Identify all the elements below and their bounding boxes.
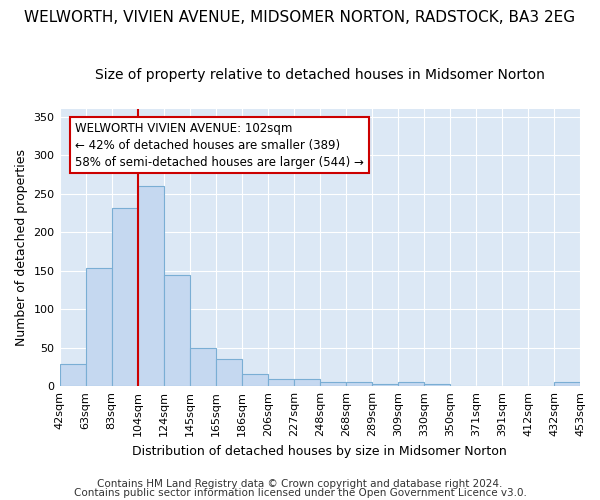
Text: WELWORTH VIVIEN AVENUE: 102sqm
← 42% of detached houses are smaller (389)
58% of: WELWORTH VIVIEN AVENUE: 102sqm ← 42% of … <box>75 122 364 168</box>
Bar <box>294 380 320 386</box>
Text: WELWORTH, VIVIEN AVENUE, MIDSOMER NORTON, RADSTOCK, BA3 2EG: WELWORTH, VIVIEN AVENUE, MIDSOMER NORTON… <box>25 10 575 25</box>
Bar <box>554 382 580 386</box>
Bar <box>320 382 346 386</box>
Title: Size of property relative to detached houses in Midsomer Norton: Size of property relative to detached ho… <box>95 68 545 82</box>
Bar <box>424 384 450 386</box>
X-axis label: Distribution of detached houses by size in Midsomer Norton: Distribution of detached houses by size … <box>133 444 507 458</box>
Bar <box>215 359 242 386</box>
Bar <box>372 384 398 386</box>
Y-axis label: Number of detached properties: Number of detached properties <box>15 149 28 346</box>
Bar <box>346 382 372 386</box>
Bar <box>242 374 268 386</box>
Text: Contains HM Land Registry data © Crown copyright and database right 2024.: Contains HM Land Registry data © Crown c… <box>97 479 503 489</box>
Bar <box>398 382 424 386</box>
Bar <box>190 348 215 386</box>
Bar <box>137 186 164 386</box>
Bar <box>112 208 137 386</box>
Bar <box>164 276 190 386</box>
Bar <box>268 380 294 386</box>
Text: Contains public sector information licensed under the Open Government Licence v3: Contains public sector information licen… <box>74 488 526 498</box>
Bar <box>59 364 86 386</box>
Bar <box>86 268 112 386</box>
